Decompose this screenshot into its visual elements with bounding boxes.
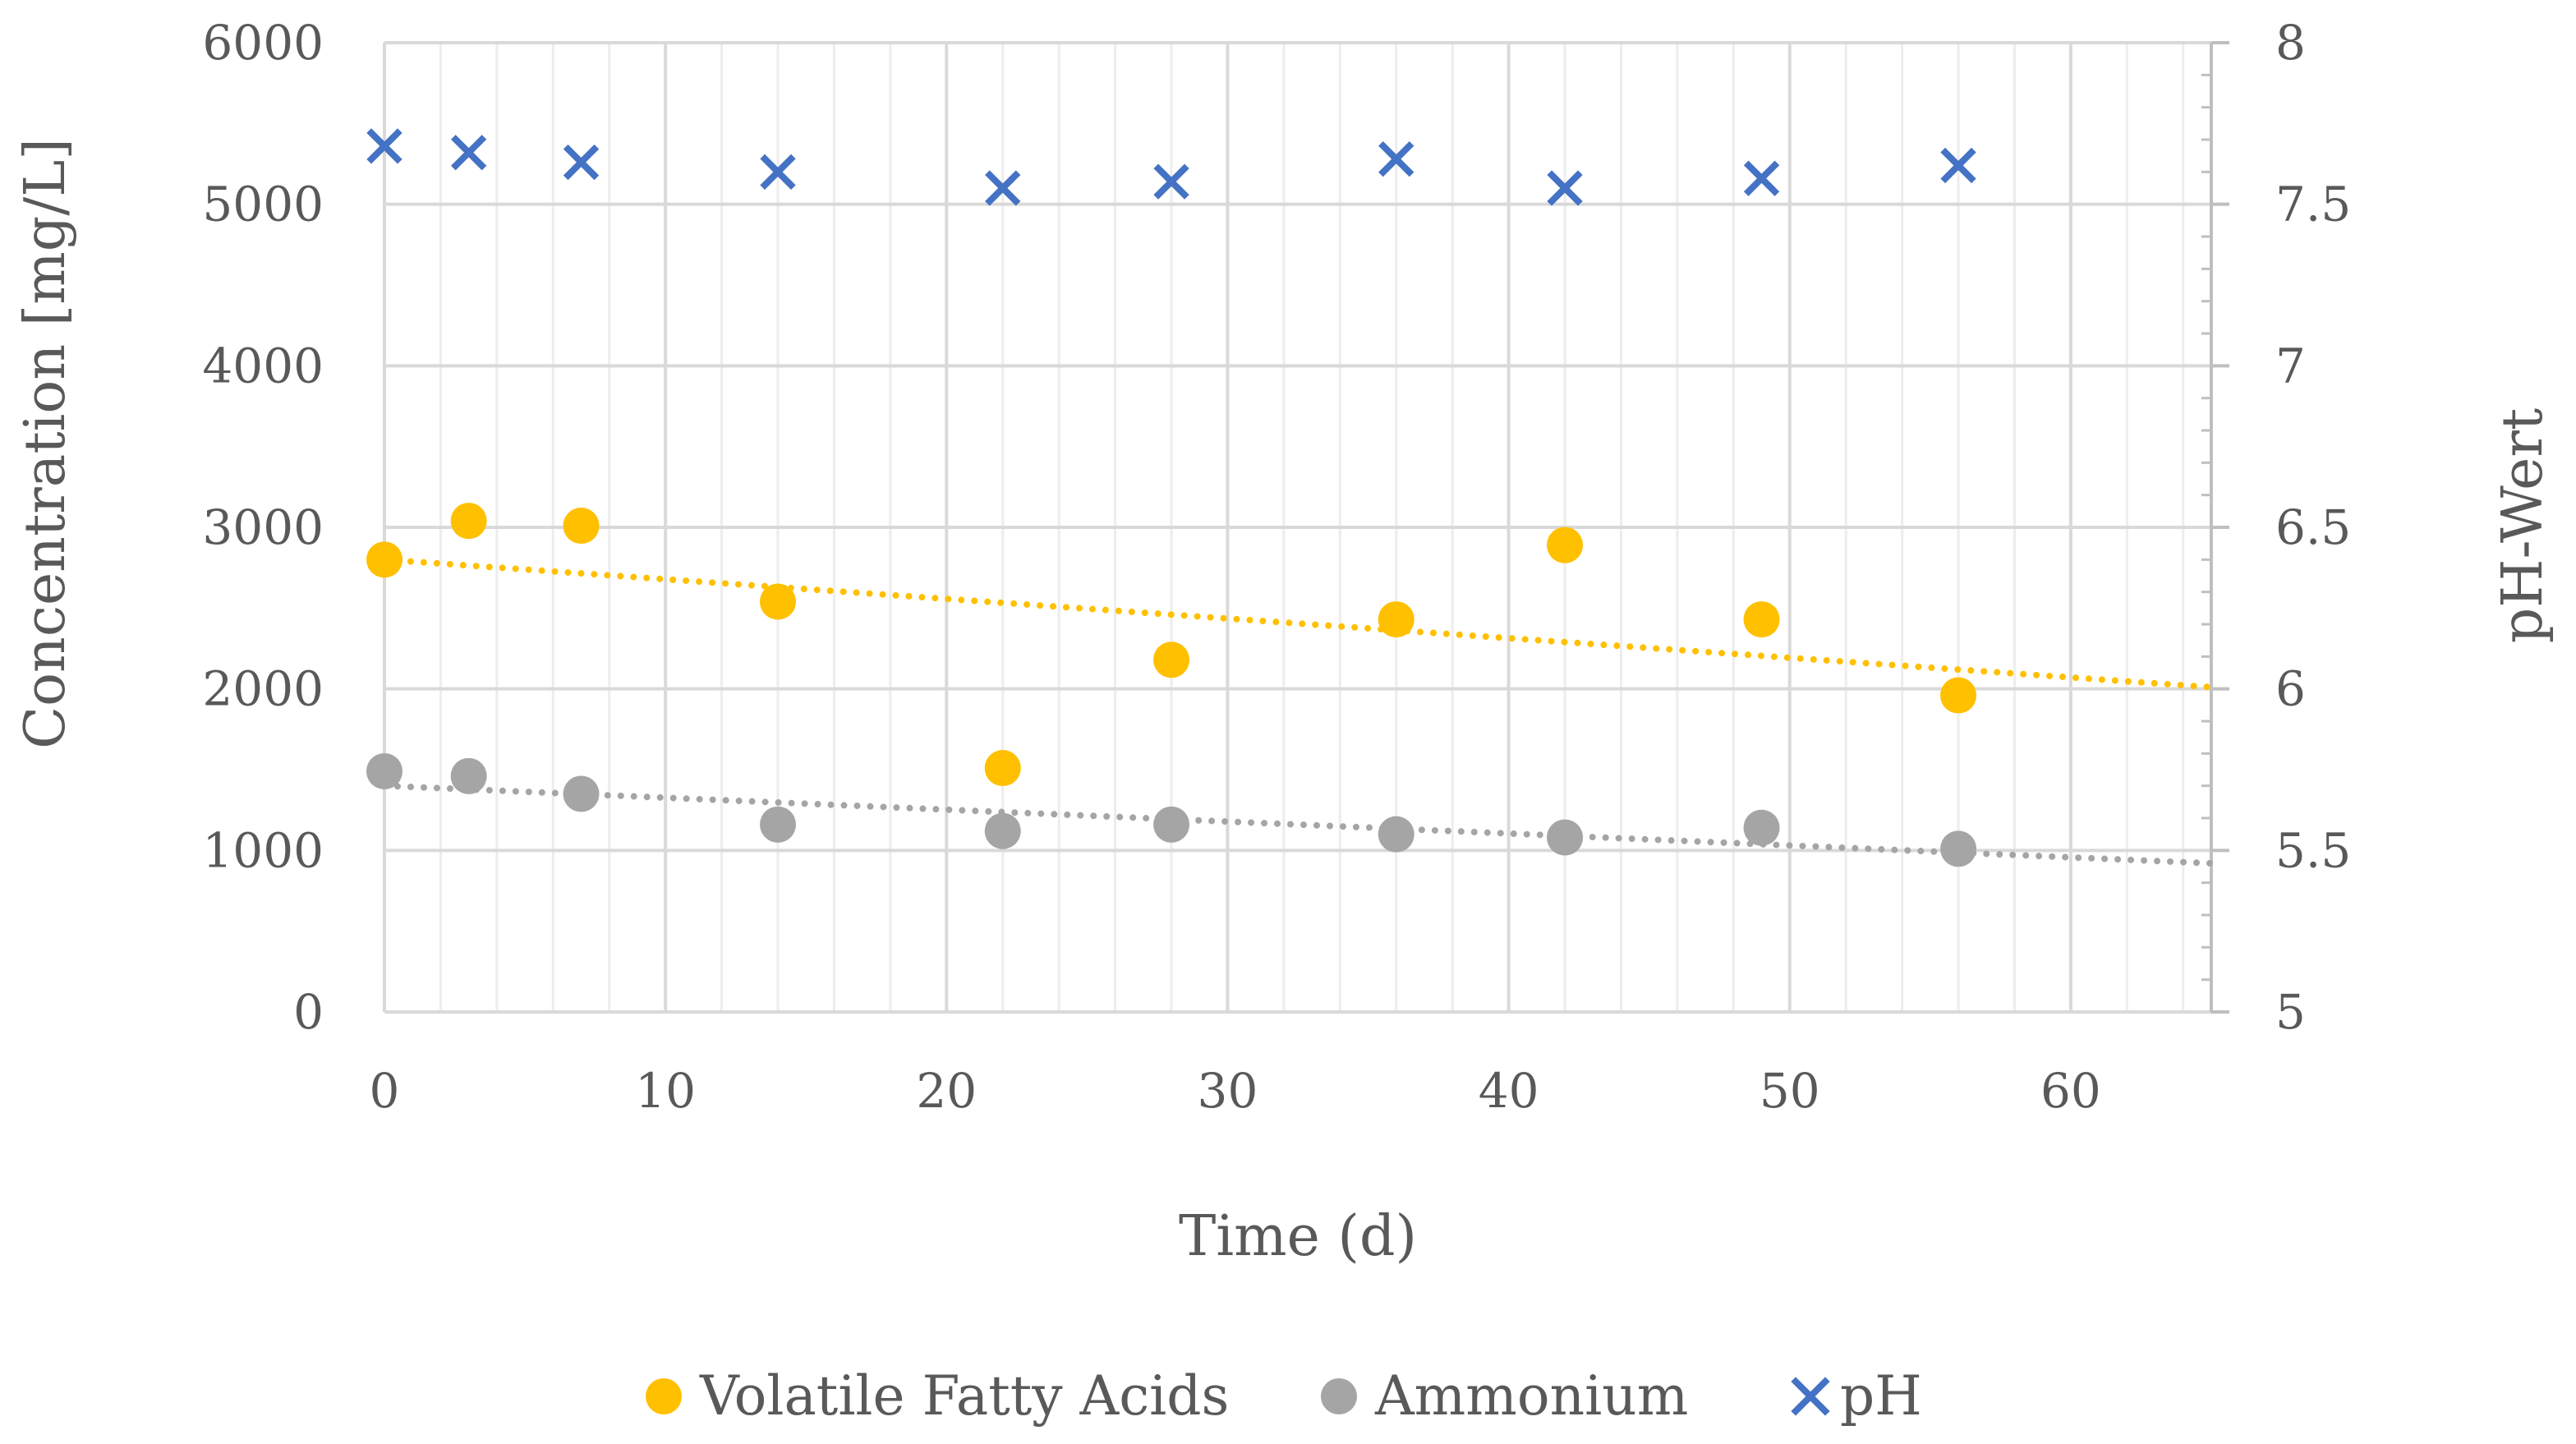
- point-ph: [366, 128, 402, 164]
- point-ammonium: [563, 775, 600, 812]
- point-ph: [1743, 160, 1780, 196]
- legend-label-ammonium: Ammonium: [1374, 1364, 1688, 1428]
- point-ammonium: [450, 757, 487, 794]
- point-ammonium: [1378, 816, 1414, 853]
- y-tick-label: 4000: [202, 338, 324, 393]
- point-ph: [1547, 170, 1583, 206]
- trendline-volatile-fatty-acids: [381, 556, 2215, 691]
- point-stroke: [1940, 147, 1976, 184]
- point-stroke: [1153, 163, 1189, 200]
- trendlines: [381, 556, 2215, 867]
- y2-tick-label: 7.5: [2275, 177, 2351, 232]
- point-ammonium: [1940, 830, 1977, 867]
- point-ph: [563, 144, 600, 181]
- point-stroke: [760, 154, 796, 190]
- legend: Volatile Fatty Acids Ammonium pH: [646, 1364, 1922, 1428]
- point-stroke: [985, 170, 1021, 206]
- y2-tick-label: 5: [2275, 984, 2306, 1040]
- legend-marker-ph: [1791, 1377, 1830, 1416]
- point-stroke: [1547, 170, 1583, 206]
- point-volatile-fatty-acids: [1153, 642, 1190, 678]
- point-volatile-fatty-acids: [563, 508, 600, 545]
- x-tick-label: 0: [370, 1063, 400, 1119]
- y-tick-label: 3000: [202, 499, 324, 555]
- axes: [383, 41, 2229, 1014]
- tick-labels: 0 10 20 30 40 50 60 0 1000 2000 3000 4000 5000 6000 5 5…: [202, 15, 2351, 1119]
- y2-tick-label: 8: [2275, 15, 2306, 71]
- point-stroke: [366, 128, 402, 164]
- point-ammonium: [1743, 809, 1780, 846]
- point-ph: [1153, 163, 1189, 200]
- x-tick-label: 10: [635, 1063, 696, 1119]
- point-stroke: [1743, 160, 1780, 196]
- point-volatile-fatty-acids: [450, 503, 487, 540]
- x-tick-label: 30: [1198, 1063, 1258, 1119]
- x-tick-label: 60: [2040, 1063, 2101, 1119]
- y-tick-label: 0: [293, 984, 324, 1040]
- point-ammonium: [1547, 819, 1584, 856]
- x-axis-title: Time (d): [1179, 1204, 1417, 1269]
- point-volatile-fatty-acids: [760, 583, 797, 620]
- point-stroke: [563, 144, 600, 181]
- y-axis-title: Concentration [mg/L]: [13, 138, 78, 749]
- point-ph: [1940, 147, 1976, 184]
- x-tick-label: 20: [916, 1063, 977, 1119]
- y2-tick-label: 5.5: [2275, 822, 2351, 878]
- legend-label-vfa: Volatile Fatty Acids: [699, 1364, 1229, 1428]
- y2-tick-label: 6: [2275, 661, 2306, 717]
- legend-marker-ammonium: [1321, 1378, 1357, 1414]
- y2-tick-label: 7: [2275, 338, 2306, 393]
- point-ph: [760, 154, 796, 190]
- point-ph: [450, 135, 487, 171]
- point-ammonium: [984, 812, 1021, 849]
- point-volatile-fatty-acids: [984, 750, 1021, 787]
- y2-tick-label: 6.5: [2275, 499, 2351, 555]
- point-volatile-fatty-acids: [1743, 601, 1780, 638]
- trendline-ammonium: [381, 782, 2215, 867]
- y2-axis-title: pH-Wert: [2491, 408, 2555, 644]
- point-ph: [985, 170, 1021, 206]
- legend-label-ph: pH: [1840, 1364, 1922, 1428]
- y-tick-label: 5000: [202, 177, 324, 232]
- point-ammonium: [1153, 806, 1190, 843]
- legend-marker-vfa: [646, 1378, 682, 1414]
- point-volatile-fatty-acids: [1547, 527, 1584, 563]
- data-points: [366, 128, 1977, 867]
- y-tick-label: 2000: [202, 661, 324, 717]
- y-tick-label: 6000: [202, 15, 324, 71]
- point-ammonium: [366, 752, 402, 789]
- y-tick-label: 1000: [202, 822, 324, 878]
- point-ph: [1378, 140, 1414, 177]
- x-tick-label: 50: [1760, 1063, 1820, 1119]
- major-gridlines: [384, 41, 2211, 1012]
- point-stroke: [1378, 140, 1414, 177]
- x-tick-label: 40: [1479, 1063, 1539, 1119]
- point-volatile-fatty-acids: [1940, 677, 1977, 714]
- point-ammonium: [760, 806, 797, 843]
- point-volatile-fatty-acids: [1378, 601, 1414, 638]
- point-stroke: [450, 135, 487, 171]
- point-volatile-fatty-acids: [366, 541, 402, 578]
